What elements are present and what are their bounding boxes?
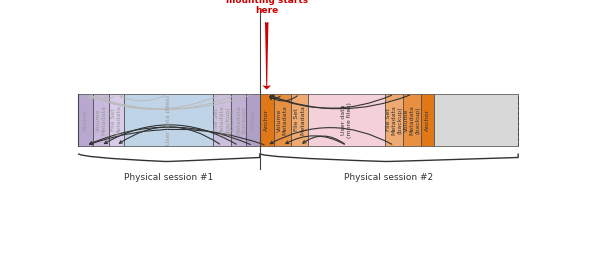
Bar xyxy=(213,94,231,146)
FancyArrowPatch shape xyxy=(270,96,280,100)
Text: Volume
Metadata
(backup): Volume Metadata (backup) xyxy=(404,105,421,135)
Text: Physical session #2: Physical session #2 xyxy=(345,173,434,182)
FancyArrowPatch shape xyxy=(90,95,250,109)
Text: Anchor: Anchor xyxy=(251,109,255,131)
FancyArrowPatch shape xyxy=(270,95,392,108)
Bar xyxy=(109,94,123,146)
Text: Volume
Metadata
(backup): Volume Metadata (backup) xyxy=(230,105,247,135)
FancyArrowPatch shape xyxy=(270,128,392,144)
Bar xyxy=(123,94,213,146)
Text: Anchor: Anchor xyxy=(83,109,88,131)
Bar xyxy=(93,94,109,146)
Text: Volume
Metadata: Volume Metadata xyxy=(96,105,106,135)
FancyArrowPatch shape xyxy=(104,96,114,100)
FancyArrowPatch shape xyxy=(303,136,345,144)
Bar xyxy=(434,94,518,146)
Text: File Set
Metadata
(backup): File Set Metadata (backup) xyxy=(386,105,402,135)
FancyArrowPatch shape xyxy=(119,127,219,144)
Text: Import / FS
mounting starts
here: Import / FS mounting starts here xyxy=(225,0,308,15)
FancyArrowPatch shape xyxy=(270,95,409,109)
Text: File Set
Metadata: File Set Metadata xyxy=(294,105,305,135)
FancyArrowPatch shape xyxy=(270,96,297,101)
Text: User data (files): User data (files) xyxy=(166,95,171,145)
FancyArrowPatch shape xyxy=(104,125,236,144)
Bar xyxy=(78,94,93,146)
Text: Physical session #1: Physical session #1 xyxy=(124,173,214,182)
FancyArrowPatch shape xyxy=(90,95,219,109)
Bar xyxy=(231,94,246,146)
Text: File Set
Metadata
(backup): File Set Metadata (backup) xyxy=(214,105,230,135)
FancyArrowPatch shape xyxy=(88,96,99,100)
Bar xyxy=(385,94,404,146)
Text: Anchor: Anchor xyxy=(425,109,430,131)
Text: Anchor: Anchor xyxy=(264,109,269,131)
FancyArrowPatch shape xyxy=(90,95,236,109)
Text: Volume
Metadata: Volume Metadata xyxy=(277,105,288,135)
Bar xyxy=(291,94,309,146)
Bar xyxy=(246,94,260,146)
FancyArrowPatch shape xyxy=(90,129,264,145)
Bar xyxy=(404,94,421,146)
Bar xyxy=(274,94,291,146)
Text: File Set
Metadata: File Set Metadata xyxy=(111,105,122,135)
FancyArrowPatch shape xyxy=(120,95,166,101)
FancyArrowPatch shape xyxy=(286,136,345,144)
Text: User data
(more files): User data (more files) xyxy=(342,102,352,138)
Bar xyxy=(309,94,385,146)
FancyArrowPatch shape xyxy=(90,127,250,144)
Bar xyxy=(421,94,434,146)
Bar xyxy=(260,94,274,146)
